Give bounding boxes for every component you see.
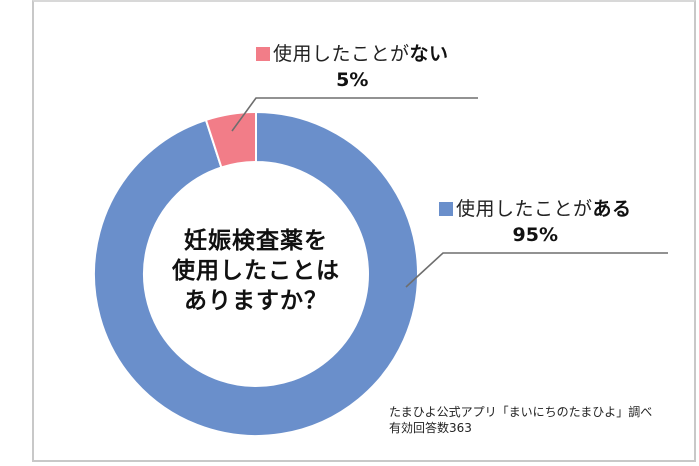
center-title-line3: ありますか？ — [184, 288, 328, 314]
legend-swatch-no — [256, 47, 270, 61]
donut-slice-yes — [93, 110, 419, 437]
label-no-prefix: 使用したことが — [273, 43, 410, 65]
label-yes-prefix: 使用したことが — [456, 198, 593, 220]
donut-slice-no — [204, 110, 257, 169]
label-no-emph: ない — [409, 43, 449, 65]
source-note: たまひよ公式アプリ「まいにちのたまひよ」調べ 有効回答数363 — [389, 404, 652, 436]
donut-center-title: 妊娠検査薬を 使用したことは ありますか？ — [156, 226, 356, 316]
label-yes-emph: ある — [592, 198, 632, 220]
source-text: たまひよ公式アプリ「まいにちのたまひよ」調べ — [389, 405, 653, 419]
center-title-line2: 使用したことは — [172, 258, 340, 284]
data-label-no: 使用したことがない 5% — [256, 42, 449, 91]
donut-slices — [93, 110, 419, 437]
center-title-line1: 妊娠検査薬を — [184, 228, 328, 254]
label-no-percent: 5% — [336, 69, 369, 91]
leader-line-yes — [405, 252, 668, 288]
label-yes-percent: 95% — [512, 224, 558, 246]
leader-line-no — [231, 97, 478, 132]
data-label-yes: 使用したことがある 95% — [439, 197, 632, 246]
response-count: 有効回答数363 — [389, 421, 472, 435]
legend-swatch-yes — [439, 202, 453, 216]
